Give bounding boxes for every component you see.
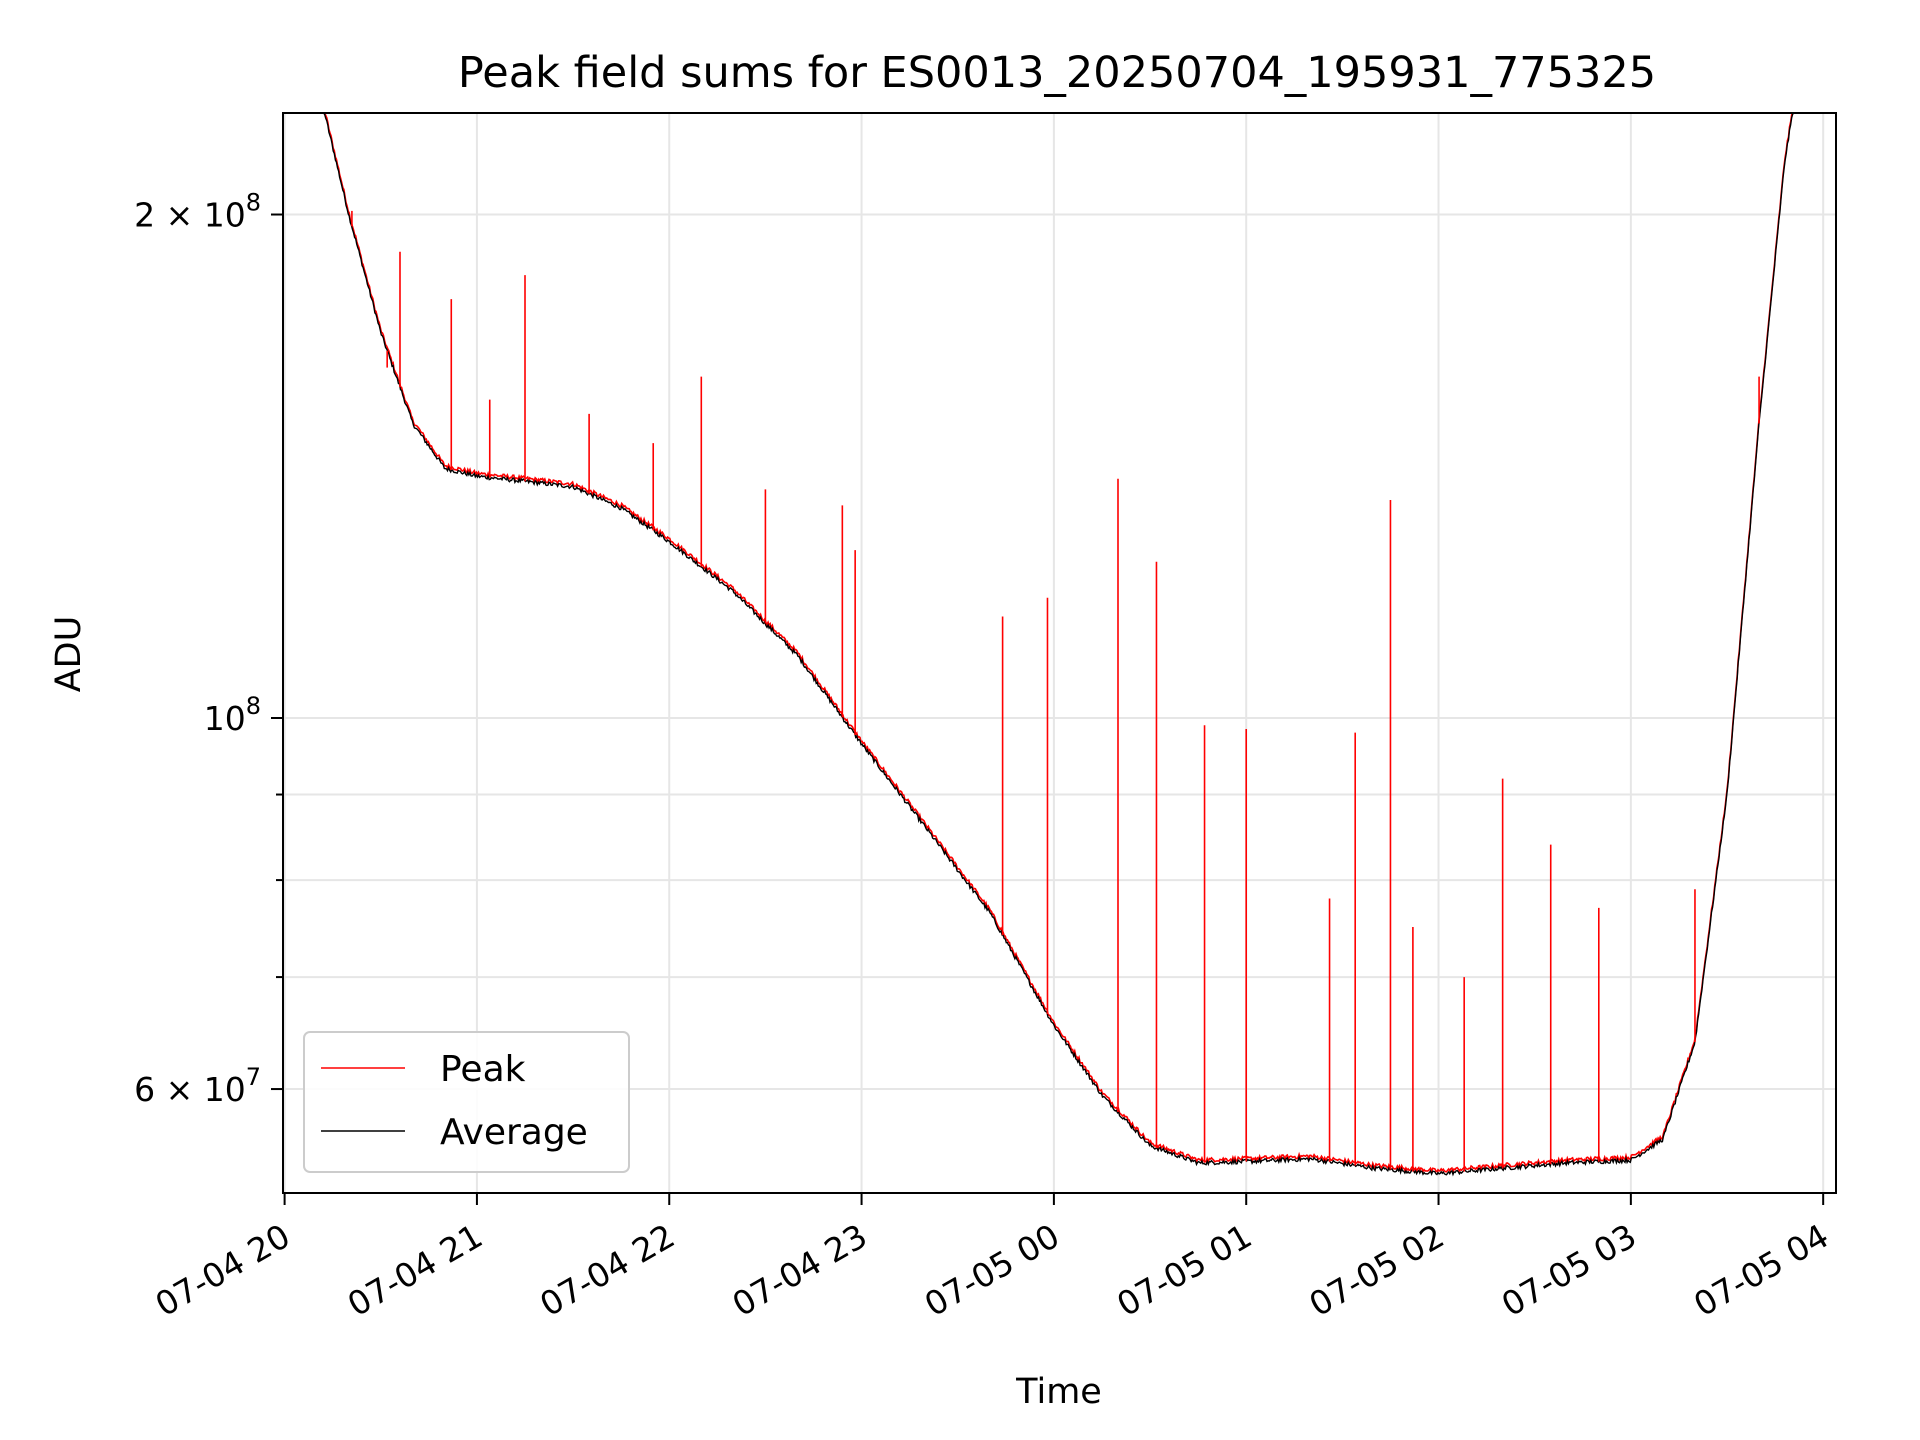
x-tick-label-6: 07-05 02 [1303,1216,1451,1324]
x-axis-label: Time [1015,1372,1102,1412]
x-tick-label-4: 07-05 00 [918,1216,1066,1324]
x-tick-label-8: 07-05 04 [1687,1216,1835,1324]
x-tick-label-3: 07-04 23 [726,1216,874,1324]
y-tick-label-2: 2 × 108 [134,189,261,235]
chart-title: Peak field sums for ES0013_20250704_1959… [458,48,1656,98]
series-peak-line [283,113,1836,1174]
x-tick-label-5: 07-05 01 [1110,1216,1258,1324]
x-tick-label-2: 07-04 22 [533,1216,681,1324]
y-tick-label-exponent-2: 8 [246,189,261,217]
series-average-line [283,113,1836,1177]
y-tick-label-base-2: 2 × 10 [134,196,246,235]
y-tick-label-exponent-1: 8 [246,692,261,720]
y-tick-label-0: 6 × 107 [134,1063,261,1109]
x-tick-label-0: 07-04 20 [149,1216,297,1324]
y-tick-label-base-1: 10 [204,699,246,738]
x-tick-label-1: 07-04 21 [341,1216,489,1324]
series-lines [283,113,1836,1177]
x-tick-label-7: 07-05 03 [1495,1216,1643,1324]
legend-box [303,1031,630,1173]
y-tick-label-1: 108 [204,692,261,738]
legend-peak-label: Peak [440,1049,526,1090]
legend-average-label: Average [440,1112,588,1153]
plot-area-frame [282,112,1837,1194]
y-tick-label-exponent-0: 7 [246,1063,261,1091]
legend: Peak Average [303,1031,630,1173]
y-axis-label: ADU [49,616,89,693]
grid [283,113,1836,1193]
y-tick-label-base-0: 6 × 10 [134,1070,246,1109]
